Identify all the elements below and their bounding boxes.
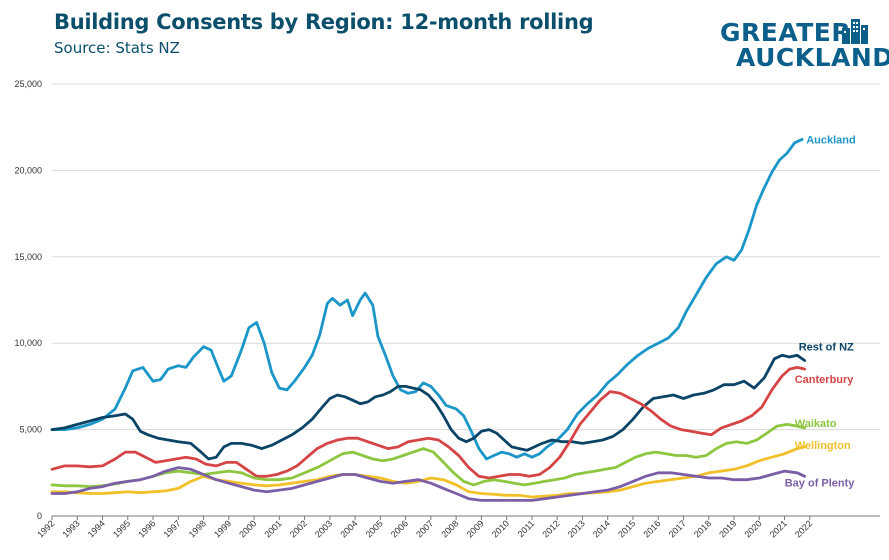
x-tick-label: 1996: [136, 518, 157, 539]
x-tick-label: 1999: [212, 518, 233, 539]
x-tick-label: 2007: [414, 518, 435, 539]
series-line-rest-of-nz: [50, 353, 807, 461]
series-lines: [50, 137, 807, 502]
series-label-bay-of-plenty: Bay of Plenty: [785, 477, 856, 489]
x-tick-label: 2014: [591, 518, 612, 539]
series-label-rest-of-nz: Rest of NZ: [799, 341, 854, 353]
logo-word-greater: GREATER: [720, 18, 852, 47]
x-tick-label: 2002: [288, 518, 309, 539]
series-labels: Auckland Rest of NZ Canterbury Waikato Welli…: [785, 134, 856, 489]
series-line-waikato: [50, 423, 807, 488]
x-tick-label: 2021: [768, 518, 789, 539]
series-label-auckland: Auckland: [806, 134, 856, 146]
series-line-auckland: [50, 137, 804, 461]
x-tick-label: 2019: [717, 518, 738, 539]
x-tick-label: 1994: [86, 518, 107, 539]
skyline-icon: [842, 19, 868, 44]
greater-auckland-logo: GREATER AUCKLAND: [718, 16, 889, 72]
y-tick-label: 15,000: [14, 252, 42, 262]
x-tick-label: 2011: [516, 518, 537, 539]
x-tick-label: 1992: [35, 518, 56, 539]
x-tick-label: 1997: [161, 518, 182, 539]
x-tick-label: 2001: [263, 518, 284, 539]
x-tick-label: 2018: [692, 518, 713, 539]
series-label-canterbury: Canterbury: [795, 374, 855, 386]
x-tick-label: 2015: [616, 518, 637, 539]
y-tick-label: 20,000: [14, 165, 42, 175]
y-tick-label: 25,000: [14, 79, 42, 89]
x-tick-label: 2010: [490, 518, 511, 539]
series-label-wellington: Wellington: [795, 440, 851, 452]
gridlines: [52, 83, 880, 431]
y-tick-label: 10,000: [14, 338, 42, 348]
x-tick-label: 2013: [566, 518, 587, 539]
logo-word-auckland: AUCKLAND: [736, 43, 889, 72]
x-tick-label: 2003: [313, 518, 334, 539]
chart-subtitle: Source: Stats NZ: [54, 39, 180, 57]
x-tick-label: 2009: [465, 518, 486, 539]
x-tick-label: 2000: [237, 518, 258, 539]
y-tick-label: 5,000: [19, 425, 42, 435]
x-tick-label: 2012: [540, 518, 561, 539]
x-tick-label: 2020: [742, 518, 763, 539]
x-tick-label: 2022: [793, 518, 814, 539]
x-tick-label: 2005: [364, 518, 385, 539]
x-tick-label: 1998: [187, 518, 208, 539]
series-label-waikato: Waikato: [795, 418, 837, 430]
series-line-wellington: [50, 445, 807, 499]
series-line-bay-of-plenty: [50, 466, 807, 502]
x-tick-label: 1993: [60, 518, 81, 539]
x-tick-label: 2008: [439, 518, 460, 539]
x-tick-label: 2004: [338, 518, 359, 539]
x-tick-label: 2017: [667, 518, 688, 539]
chart-title: Building Consents by Region: 12-month ro…: [54, 10, 594, 34]
series-line-canterbury: [50, 366, 807, 480]
x-tick-label: 1995: [111, 518, 132, 539]
x-tick-label: 2016: [641, 518, 662, 539]
y-tick-label: 0: [37, 511, 42, 521]
x-tick-label: 2006: [389, 518, 410, 539]
